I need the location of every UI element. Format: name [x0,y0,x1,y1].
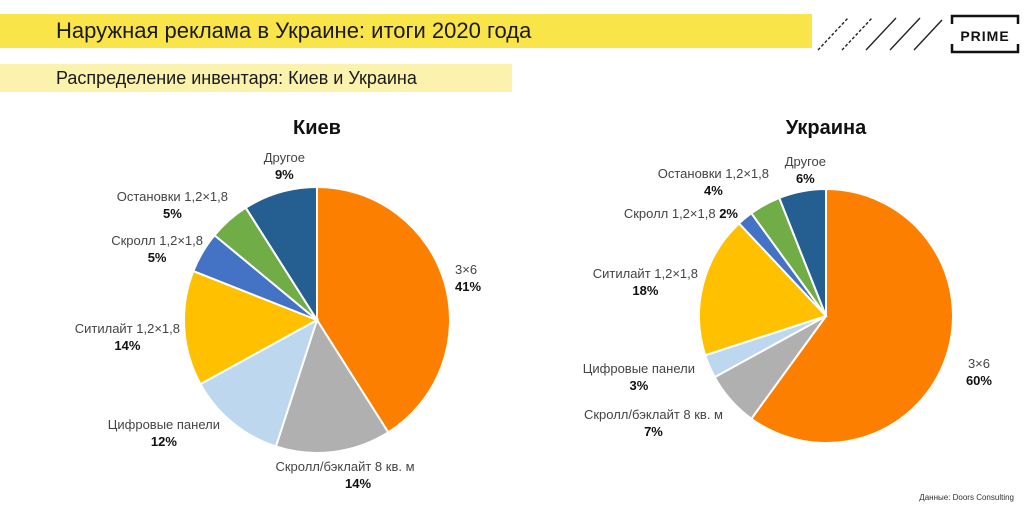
slice-value: 41% [455,279,481,294]
slice-label: Ситилайт 1,2×1,8 [593,266,698,281]
stripe [841,17,873,51]
stripe [889,17,921,51]
slice-value: 4% [704,183,723,198]
slice-label: Цифровые панели [108,417,220,432]
pie-slice [244,185,318,324]
chart-title: Киев [293,117,341,139]
pie-slice [698,222,828,357]
page-subtitle: Распределение инвентаря: Киев и Украина [56,68,417,88]
slice-value: 6% [796,171,815,186]
slice-value: 2% [719,206,738,221]
chart-title: Украина [786,117,867,139]
stripe [817,17,849,51]
source-note: Данные: Doors Consulting [919,493,1014,502]
slice-label: Остановки 1,2×1,8 [658,166,769,181]
slice-value: 18% [632,283,658,298]
slice-value: 5% [148,250,167,265]
slice-value: 9% [275,167,294,182]
logo-text: PRIME [960,28,1010,44]
stripe [913,19,943,51]
decorative-stripes [817,17,943,51]
subtitle-band [0,64,512,92]
pie-slice [199,317,319,448]
slice-label: Цифровые панели [583,361,695,376]
slice-label: Другое [785,154,826,169]
slice-label: Скролл 1,2×1,8 [111,233,203,248]
slice-label: 3×6 [968,356,990,371]
slice-label: Скролл/бэклайт 8 кв. м [584,407,723,422]
slice-label: 3×6 [455,262,477,277]
slice-value: 14% [345,476,371,491]
pie-slice [183,269,320,386]
prime-logo: PRIME [950,14,1020,54]
slice-value: 5% [163,206,182,221]
slice-label: Ситилайт 1,2×1,8 [75,321,180,336]
slice-value: 3% [629,378,648,393]
slice-value: 7% [644,424,663,439]
logo-frame [950,14,1020,54]
slice-label: Скролл 1,2×1,8 2% [624,206,739,221]
stripe [865,17,897,51]
pie-slice [777,187,827,317]
title-band [0,14,812,48]
pie-slice [749,187,954,444]
slice-name: Скролл 1,2×1,8 [624,206,719,221]
slice-value: 60% [966,373,992,388]
slice-label: Скролл/бэклайт 8 кв. м [275,459,414,474]
slice-value: 12% [151,434,177,449]
pie-slice [274,317,390,454]
slice-value: 14% [114,338,140,353]
slice-label: Другое [264,150,305,165]
slice-label: Остановки 1,2×1,8 [117,189,228,204]
page-title: Наружная реклама в Украине: итоги 2020 г… [56,18,532,43]
